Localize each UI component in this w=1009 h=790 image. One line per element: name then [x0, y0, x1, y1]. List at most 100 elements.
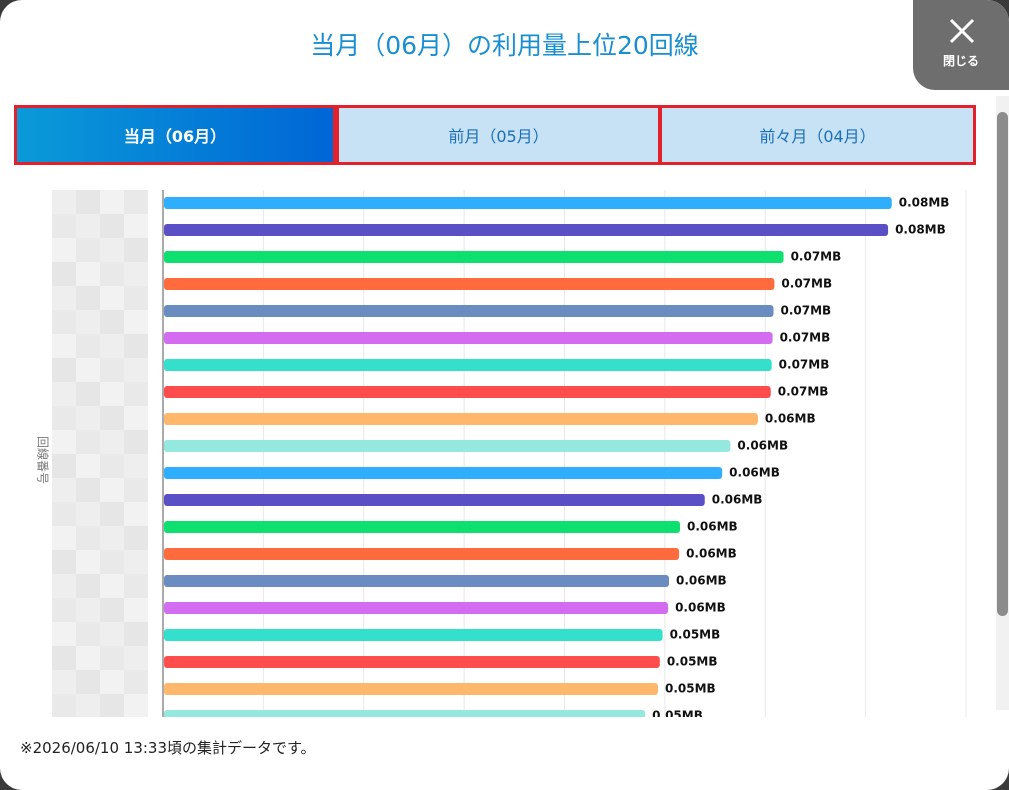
blurred-label: [76, 334, 100, 358]
blurred-label: [100, 430, 124, 454]
chart: 回線番号 0.08MB 0.08MB 0.07MB 0.07MB 0.07MB 0.07M…: [36, 190, 967, 717]
bar: [164, 278, 775, 290]
footer-note: ※2026/06/10 13:33頃の集計データです。: [20, 739, 316, 757]
value-label: 0.06MB: [729, 466, 780, 480]
blurred-label: [124, 382, 148, 406]
tab[interactable]: 前々月（04月）: [659, 105, 976, 165]
blurred-label: [76, 190, 100, 214]
blurred-label: [100, 334, 124, 358]
bar: [164, 440, 731, 452]
blurred-label: [52, 694, 76, 717]
blurred-label: [100, 262, 124, 286]
blurred-label: [124, 454, 148, 478]
blurred-label: [124, 190, 148, 214]
blurred-label: [100, 358, 124, 382]
blurred-label: [76, 622, 100, 646]
blurred-label: [76, 526, 100, 550]
blurred-label: [52, 406, 76, 430]
value-label: 0.05MB: [670, 628, 721, 642]
blurred-label: [100, 214, 124, 238]
blurred-label: [76, 406, 100, 430]
value-label: 0.07MB: [778, 385, 829, 399]
tab-label: 当月（06月）: [123, 127, 227, 146]
blurred-label: [100, 646, 124, 670]
bar: [164, 494, 705, 506]
blurred-label: [124, 358, 148, 382]
blurred-label: [100, 454, 124, 478]
blurred-label: [76, 694, 100, 717]
blurred-label: [124, 598, 148, 622]
bar: [164, 656, 660, 668]
value-label: 0.05MB: [667, 655, 718, 669]
blurred-label: [100, 670, 124, 694]
bar: [164, 386, 771, 398]
bar: [164, 467, 723, 479]
value-label: 0.07MB: [781, 277, 832, 291]
tab-label: 前々月（04月）: [759, 127, 876, 146]
blurred-label: [52, 430, 76, 454]
close-label: 閉じる: [942, 54, 979, 68]
blurred-label: [52, 646, 76, 670]
bar: [164, 521, 680, 533]
close-button[interactable]: 閉じる: [913, 0, 1009, 90]
blurred-label: [52, 214, 76, 238]
tab-label: 前月（05月）: [448, 127, 549, 146]
blurred-label: [124, 286, 148, 310]
blurred-label: [52, 358, 76, 382]
blurred-label: [52, 622, 76, 646]
value-label: 0.06MB: [737, 439, 788, 453]
blurred-label: [76, 430, 100, 454]
blurred-label: [124, 526, 148, 550]
bar: [164, 413, 758, 425]
blurred-label: [100, 526, 124, 550]
blurred-label: [76, 454, 100, 478]
bar: [164, 197, 892, 209]
bar: [164, 224, 889, 236]
bar: [164, 305, 774, 317]
blurred-label: [52, 262, 76, 286]
blurred-label: [100, 286, 124, 310]
blurred-label: [124, 310, 148, 334]
bar: [164, 710, 646, 717]
blurred-label: [52, 502, 76, 526]
blurred-label: [76, 646, 100, 670]
blurred-label: [76, 478, 100, 502]
blurred-label: [52, 670, 76, 694]
blurred-label: [76, 550, 100, 574]
blurred-label: [52, 526, 76, 550]
blurred-label: [124, 334, 148, 358]
value-label: 0.06MB: [712, 493, 763, 507]
blurred-label: [76, 598, 100, 622]
blurred-label: [52, 238, 76, 262]
value-label: 0.08MB: [895, 223, 946, 237]
bar: [164, 683, 658, 695]
blurred-label: [100, 406, 124, 430]
blurred-label: [76, 358, 100, 382]
blurred-label: [52, 454, 76, 478]
bar: [164, 602, 669, 614]
bar: [164, 575, 669, 587]
blurred-label: [124, 262, 148, 286]
value-label: 0.07MB: [780, 331, 831, 345]
value-label: 0.05MB: [665, 682, 716, 696]
blurred-label: [100, 574, 124, 598]
blurred-label: [100, 478, 124, 502]
value-label: 0.06MB: [765, 412, 816, 426]
blurred-label: [76, 574, 100, 598]
bar: [164, 629, 663, 641]
blurred-label: [100, 502, 124, 526]
value-label: 0.06MB: [676, 574, 727, 588]
tab[interactable]: 当月（06月）: [14, 105, 336, 165]
value-label: 0.07MB: [791, 250, 842, 264]
blurred-label: [52, 190, 76, 214]
tab[interactable]: 前月（05月）: [336, 105, 661, 165]
scrollbar-thumb[interactable]: [997, 112, 1008, 616]
blurred-label: [124, 502, 148, 526]
blurred-label: [100, 310, 124, 334]
blurred-label: [124, 214, 148, 238]
blurred-label: [124, 646, 148, 670]
blurred-label: [52, 598, 76, 622]
blurred-label: [100, 382, 124, 406]
blurred-label: [100, 190, 124, 214]
blurred-label: [52, 574, 76, 598]
